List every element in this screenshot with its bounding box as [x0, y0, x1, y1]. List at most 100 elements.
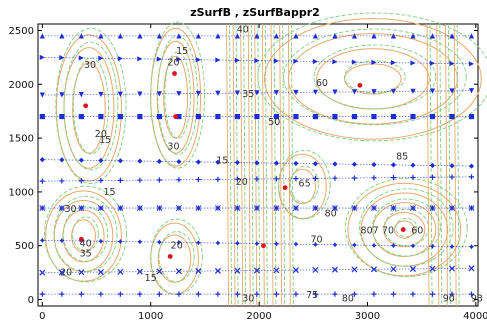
sample-point [449, 163, 455, 169]
x-tick-label: 4000 [463, 311, 487, 322]
sample-point [234, 33, 241, 39]
sample-point [273, 90, 280, 96]
contour-line-approx [72, 216, 99, 252]
sample-point [98, 291, 104, 297]
contour-line [287, 23, 291, 307]
sample-point [312, 241, 319, 248]
sample-point [371, 89, 377, 95]
sample-point [429, 88, 436, 94]
contour-label: 30 [84, 60, 96, 71]
contour-label: 20 [60, 268, 72, 279]
contour-line-approx [55, 27, 127, 184]
maximum-point [83, 103, 89, 109]
sample-point [351, 59, 358, 65]
sample-point [312, 175, 319, 182]
sample-point [156, 113, 162, 120]
contour-label: 65 [299, 178, 311, 189]
contour-line-approx [264, 23, 268, 307]
contour-line [453, 23, 457, 307]
sample-point [409, 265, 416, 272]
sample-point [234, 159, 241, 166]
sample-point [449, 113, 455, 120]
sample-point [351, 175, 358, 181]
contour-label: 40 [237, 24, 249, 35]
sample-point [351, 113, 358, 120]
contour-line-approx [395, 218, 418, 238]
sample-point [429, 33, 436, 39]
sample-point [273, 176, 280, 182]
sample-point [59, 238, 65, 244]
sample-point [332, 89, 338, 95]
contour-line-approx [359, 188, 454, 267]
contour-label: 15 [176, 46, 188, 57]
x-tick-label: 2000 [246, 311, 271, 322]
sample-point [390, 60, 397, 66]
sample-point [293, 176, 299, 182]
maxima-layer [78, 71, 406, 259]
sample-row-line [42, 267, 472, 274]
sample-point [215, 240, 221, 246]
sample-point-layer [39, 33, 475, 297]
sample-point [254, 291, 260, 297]
sample-point [273, 241, 280, 247]
contour-line [264, 18, 482, 140]
sample-point [273, 113, 280, 120]
sample-point [117, 268, 124, 275]
contour-label: 15 [99, 135, 111, 146]
sample-point [98, 113, 104, 120]
sample-point [312, 33, 319, 39]
sample-point [312, 161, 319, 167]
contour-line-approx [371, 198, 441, 257]
sample-point [429, 174, 436, 180]
sample-point [176, 291, 182, 297]
sample-point [273, 33, 280, 39]
sample-point [137, 56, 143, 62]
sample-point [449, 243, 455, 250]
contour-label: 50 [268, 117, 280, 128]
sample-point [156, 177, 162, 183]
sample-point [410, 88, 416, 94]
sample-point [98, 238, 104, 244]
sample-point [39, 92, 45, 98]
sample-point [59, 113, 65, 120]
sample-point [449, 291, 455, 297]
sample-point [468, 163, 475, 169]
sample-point [254, 160, 260, 166]
contour-label: 15 [216, 156, 228, 167]
y-tick-label: 1500 [9, 134, 34, 145]
sample-point [312, 113, 319, 120]
sample-point [449, 174, 455, 180]
sample-point [312, 58, 319, 65]
contour-line-approx [63, 41, 119, 171]
contour-label: 30 [64, 204, 76, 215]
sample-point [273, 267, 280, 274]
contour-label: 20 [171, 241, 183, 252]
contour-line-approx [448, 23, 451, 307]
contour-label: 75 [306, 290, 318, 301]
sample-point [429, 162, 436, 169]
sample-point [78, 113, 84, 120]
sample-point [253, 205, 260, 212]
sample-point [234, 57, 241, 63]
sample-point [429, 243, 436, 249]
sample-point [351, 33, 358, 39]
contour-line [45, 190, 122, 282]
sample-point [98, 177, 104, 184]
sample-point [254, 113, 260, 120]
sample-point [156, 56, 162, 62]
y-tick-label: 500 [15, 241, 34, 252]
contour-line-approx [243, 23, 247, 307]
contour-line [394, 220, 415, 239]
sample-point [59, 33, 65, 39]
y-tick-label: 2500 [9, 26, 34, 37]
sample-point [137, 158, 143, 164]
contour-label: 35 [242, 89, 254, 100]
sample-point [39, 113, 45, 120]
sample-point [429, 113, 436, 120]
sample-point [429, 60, 436, 66]
sample-point [370, 266, 377, 273]
sample-point [468, 174, 475, 180]
sample-point [410, 113, 416, 120]
sample-point [156, 268, 163, 275]
